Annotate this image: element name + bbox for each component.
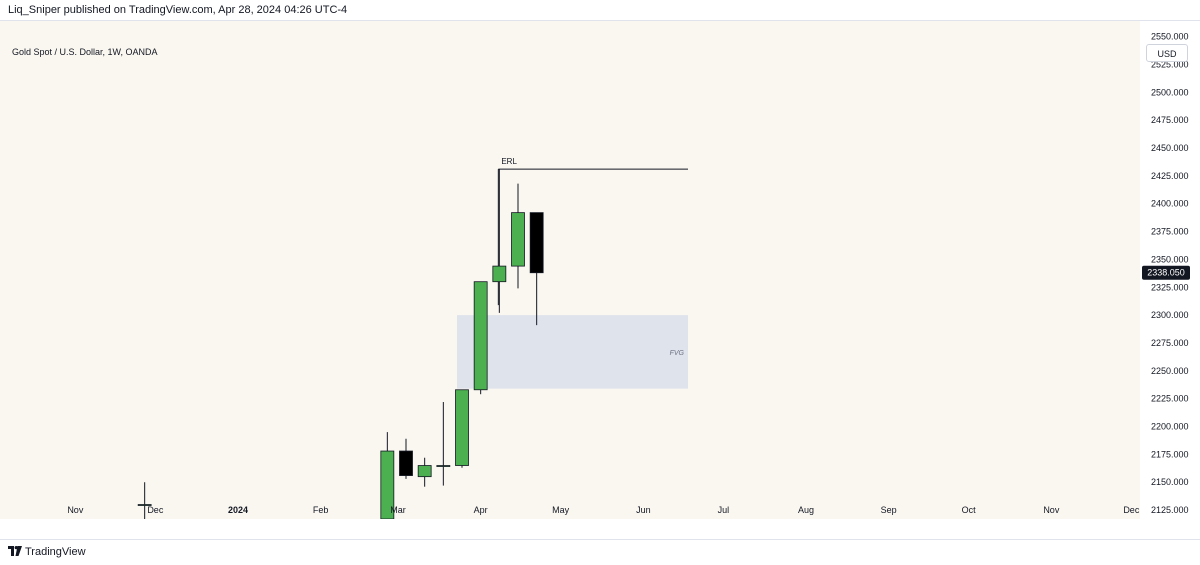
time-axis[interactable]: ctNovDec2024FebMarAprMayJunJulAugSepOctN… — [0, 505, 1140, 515]
x-tick-label: Feb — [313, 505, 329, 515]
candle-body — [511, 212, 525, 267]
y-tick-label: 2275.000 — [1151, 338, 1189, 348]
y-tick-label: 2525.000 — [1151, 59, 1189, 69]
candle — [436, 402, 451, 486]
publish-bar: Liq_Sniper published on TradingView.com,… — [0, 0, 1200, 20]
candle — [399, 438, 413, 479]
candle — [511, 183, 525, 289]
y-tick-label: 2150.000 — [1151, 477, 1189, 487]
candle — [455, 389, 469, 468]
x-tick-label: 2024 — [228, 505, 248, 515]
tradingview-logo-icon[interactable] — [8, 546, 22, 556]
chart-frame[interactable]: FVG ERL 2125.000 2150.000 2175.000 2200.000… — [0, 20, 1200, 540]
fvg-zone — [457, 315, 688, 389]
fvg-zone-group: FVG — [457, 315, 688, 389]
y-tick-label: 2400.000 — [1151, 199, 1189, 209]
candles-group — [137, 169, 544, 519]
candle — [473, 281, 488, 395]
candle-body — [399, 450, 413, 476]
y-tick-label: 2450.000 — [1151, 143, 1189, 153]
x-tick-label: Oct — [962, 505, 977, 515]
candle-body — [473, 281, 488, 391]
symbol-title[interactable]: Gold Spot / U.S. Dollar, 1W, OANDA — [12, 47, 158, 57]
x-tick-label: Dec — [147, 505, 164, 515]
x-tick-label: Apr — [474, 505, 488, 515]
candle-body — [137, 504, 152, 506]
x-tick-label: Aug — [798, 505, 814, 515]
candle-body — [529, 212, 544, 274]
y-tick-label: 2325.000 — [1151, 282, 1189, 292]
plot-background — [0, 21, 1140, 519]
y-tick-label: 2200.000 — [1151, 422, 1189, 432]
candle-body — [492, 265, 507, 283]
erl-label: ERL — [501, 157, 517, 166]
candle-body — [417, 465, 432, 478]
y-tick-label: 2500.000 — [1151, 87, 1189, 97]
y-tick-label: 2125.000 — [1151, 505, 1189, 515]
y-tick-label: 2550.000 — [1151, 32, 1189, 42]
x-tick-label: Dec — [1123, 505, 1140, 515]
x-tick-label: May — [552, 505, 570, 515]
y-tick-label: 2475.000 — [1151, 115, 1189, 125]
last-price-badge — [1142, 265, 1190, 280]
price-axis[interactable]: 2125.000 2150.000 2175.000 2200.000 2225.000… — [1151, 32, 1189, 515]
y-tick-label: 2300.000 — [1151, 310, 1189, 320]
x-tick-label: Jun — [636, 505, 651, 515]
footer: TradingView — [0, 541, 1200, 565]
candle-body — [380, 450, 395, 519]
y-tick-label: 2350.000 — [1151, 254, 1189, 264]
y-tick-label: 2425.000 — [1151, 171, 1189, 181]
y-tick-label: 2375.000 — [1151, 227, 1189, 237]
x-tick-label: Mar — [390, 505, 406, 515]
currency-button[interactable]: USD — [1146, 44, 1188, 62]
candle-body — [436, 465, 451, 467]
candle — [492, 169, 507, 313]
candle — [529, 212, 544, 326]
x-tick-label: Jul — [718, 505, 730, 515]
x-tick-label: Nov — [1043, 505, 1060, 515]
candle — [380, 432, 395, 519]
y-tick-label: 2225.000 — [1151, 394, 1189, 404]
last-price-label: 2338.050 — [1147, 268, 1185, 278]
footer-brand[interactable]: TradingView — [25, 546, 86, 558]
x-tick-label: Nov — [67, 505, 84, 515]
fvg-label: FVG — [670, 350, 685, 357]
candle-body — [455, 389, 469, 466]
candle — [137, 482, 152, 519]
publish-text: Liq_Sniper published on TradingView.com,… — [8, 4, 348, 16]
last-price-group: 2338.050 — [1142, 265, 1190, 280]
candle — [417, 457, 432, 487]
y-tick-label: 2175.000 — [1151, 449, 1189, 459]
x-tick-label: Sep — [881, 505, 897, 515]
erl-line-group: ERL — [497, 157, 688, 306]
chart-canvas[interactable]: FVG ERL 2125.000 2150.000 2175.000 2200.000… — [0, 21, 1200, 519]
y-tick-label: 2250.000 — [1151, 366, 1189, 376]
